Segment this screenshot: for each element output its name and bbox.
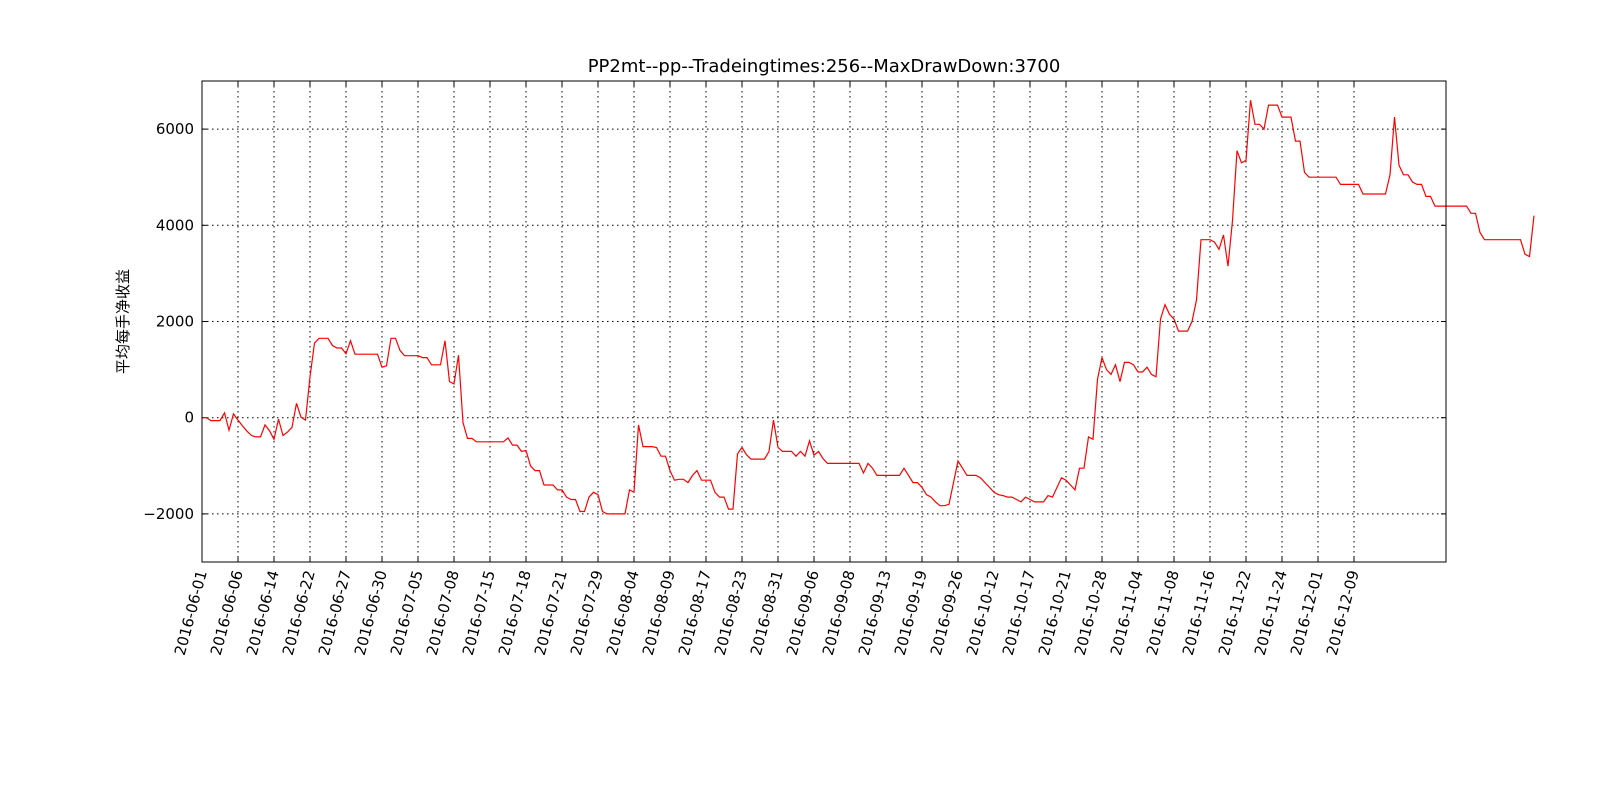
y-axis-ticks: −2000 0 2000 4000 6000 bbox=[143, 120, 1446, 523]
x-tick-label: 2016-09-13 bbox=[855, 568, 895, 657]
y-tick-label: 6000 bbox=[156, 120, 194, 138]
x-tick-label: 2016-07-15 bbox=[459, 568, 499, 657]
chart-title: PP2mt--pp--Tradeingtimes:256--MaxDrawDow… bbox=[588, 56, 1061, 77]
x-tick-label: 2016-11-04 bbox=[1107, 568, 1147, 657]
x-tick-label: 2016-11-24 bbox=[1251, 568, 1291, 657]
y-tick-label: 2000 bbox=[156, 313, 194, 331]
series-line bbox=[202, 100, 1535, 515]
x-tick-label: 2016-10-12 bbox=[963, 568, 1003, 657]
x-tick-label: 2016-09-08 bbox=[819, 568, 859, 657]
plot-frame bbox=[201, 80, 1447, 563]
x-tick-label: 2016-06-27 bbox=[315, 568, 355, 657]
x-tick-label: 2016-06-22 bbox=[279, 568, 319, 657]
x-tick-label: 2016-06-06 bbox=[207, 568, 247, 657]
x-tick-label: 2016-11-22 bbox=[1215, 568, 1255, 657]
x-tick-label: 2016-10-28 bbox=[1071, 568, 1111, 657]
x-tick-label: 2016-09-19 bbox=[891, 568, 931, 657]
x-tick-label: 2016-07-05 bbox=[387, 568, 427, 657]
x-tick-label: 2016-11-16 bbox=[1179, 568, 1219, 657]
x-tick-label: 2016-07-18 bbox=[495, 568, 535, 657]
x-tick-label: 2016-08-23 bbox=[711, 568, 751, 657]
x-tick-label: 2016-11-08 bbox=[1143, 568, 1183, 657]
x-tick-label: 2016-07-08 bbox=[423, 568, 463, 657]
x-tick-label: 2016-08-17 bbox=[675, 568, 715, 657]
x-tick-label: 2016-06-01 bbox=[171, 568, 211, 657]
y-tick-label: 0 bbox=[184, 409, 194, 427]
x-tick-label: 2016-12-09 bbox=[1323, 568, 1363, 657]
x-tick-label: 2016-07-21 bbox=[531, 568, 571, 657]
x-tick-label: 2016-06-14 bbox=[243, 568, 283, 657]
x-tick-label: 2016-12-01 bbox=[1287, 568, 1327, 657]
y-tick-label: 4000 bbox=[156, 216, 194, 234]
x-tick-label: 2016-09-06 bbox=[783, 568, 823, 657]
x-tick-label: 2016-10-17 bbox=[999, 568, 1039, 657]
x-tick-label: 2016-08-31 bbox=[747, 568, 787, 657]
x-tick-label: 2016-06-30 bbox=[351, 568, 391, 657]
y-tick-label: −2000 bbox=[143, 505, 194, 523]
x-axis-ticks: 2016-06-012016-06-062016-06-142016-06-22… bbox=[171, 81, 1363, 657]
x-tick-label: 2016-09-26 bbox=[927, 568, 967, 657]
x-tick-label: 2016-07-29 bbox=[567, 568, 607, 657]
grid bbox=[202, 81, 1446, 562]
x-tick-label: 2016-08-09 bbox=[639, 568, 679, 657]
y-axis-label: 平均每手净收益 bbox=[114, 269, 132, 374]
x-tick-label: 2016-10-21 bbox=[1035, 568, 1075, 657]
x-tick-label: 2016-08-04 bbox=[603, 568, 643, 657]
